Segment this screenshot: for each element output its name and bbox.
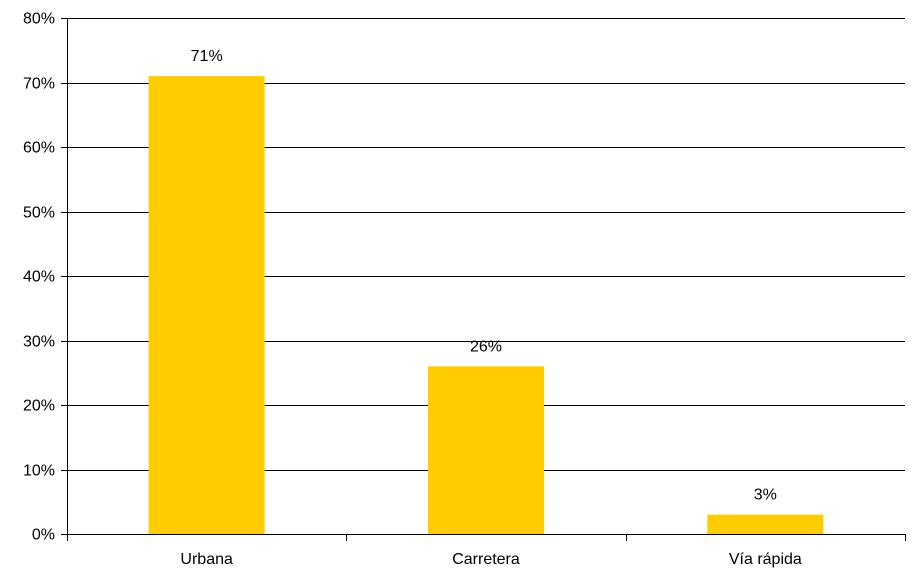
y-tick-label: 0% [32, 527, 55, 544]
x-category-label: Urbana [180, 551, 233, 568]
y-tick-label: 50% [23, 205, 55, 222]
y-tick-label: 60% [23, 140, 55, 157]
data-label: 3% [754, 487, 777, 504]
x-category-label: Vía rápida [729, 551, 802, 568]
bar [148, 76, 265, 535]
labels: 0% 10% 20% 30% 40% 50% 60% 70% 80% 71% Urbana 26% Ca… [23, 11, 802, 569]
x-category-label: Carretera [452, 551, 520, 568]
data-label: 26% [470, 338, 502, 355]
axes [61, 18, 906, 541]
y-tick-label: 10% [23, 463, 55, 480]
bar [428, 366, 544, 534]
y-tick-label: 40% [23, 269, 55, 286]
y-tick-label: 20% [23, 398, 55, 415]
bars [148, 76, 824, 535]
data-label: 71% [191, 48, 223, 65]
bar [707, 514, 824, 534]
y-tick-label: 80% [23, 11, 55, 28]
y-tick-label: 30% [23, 334, 55, 351]
y-tick-label: 70% [23, 76, 55, 93]
